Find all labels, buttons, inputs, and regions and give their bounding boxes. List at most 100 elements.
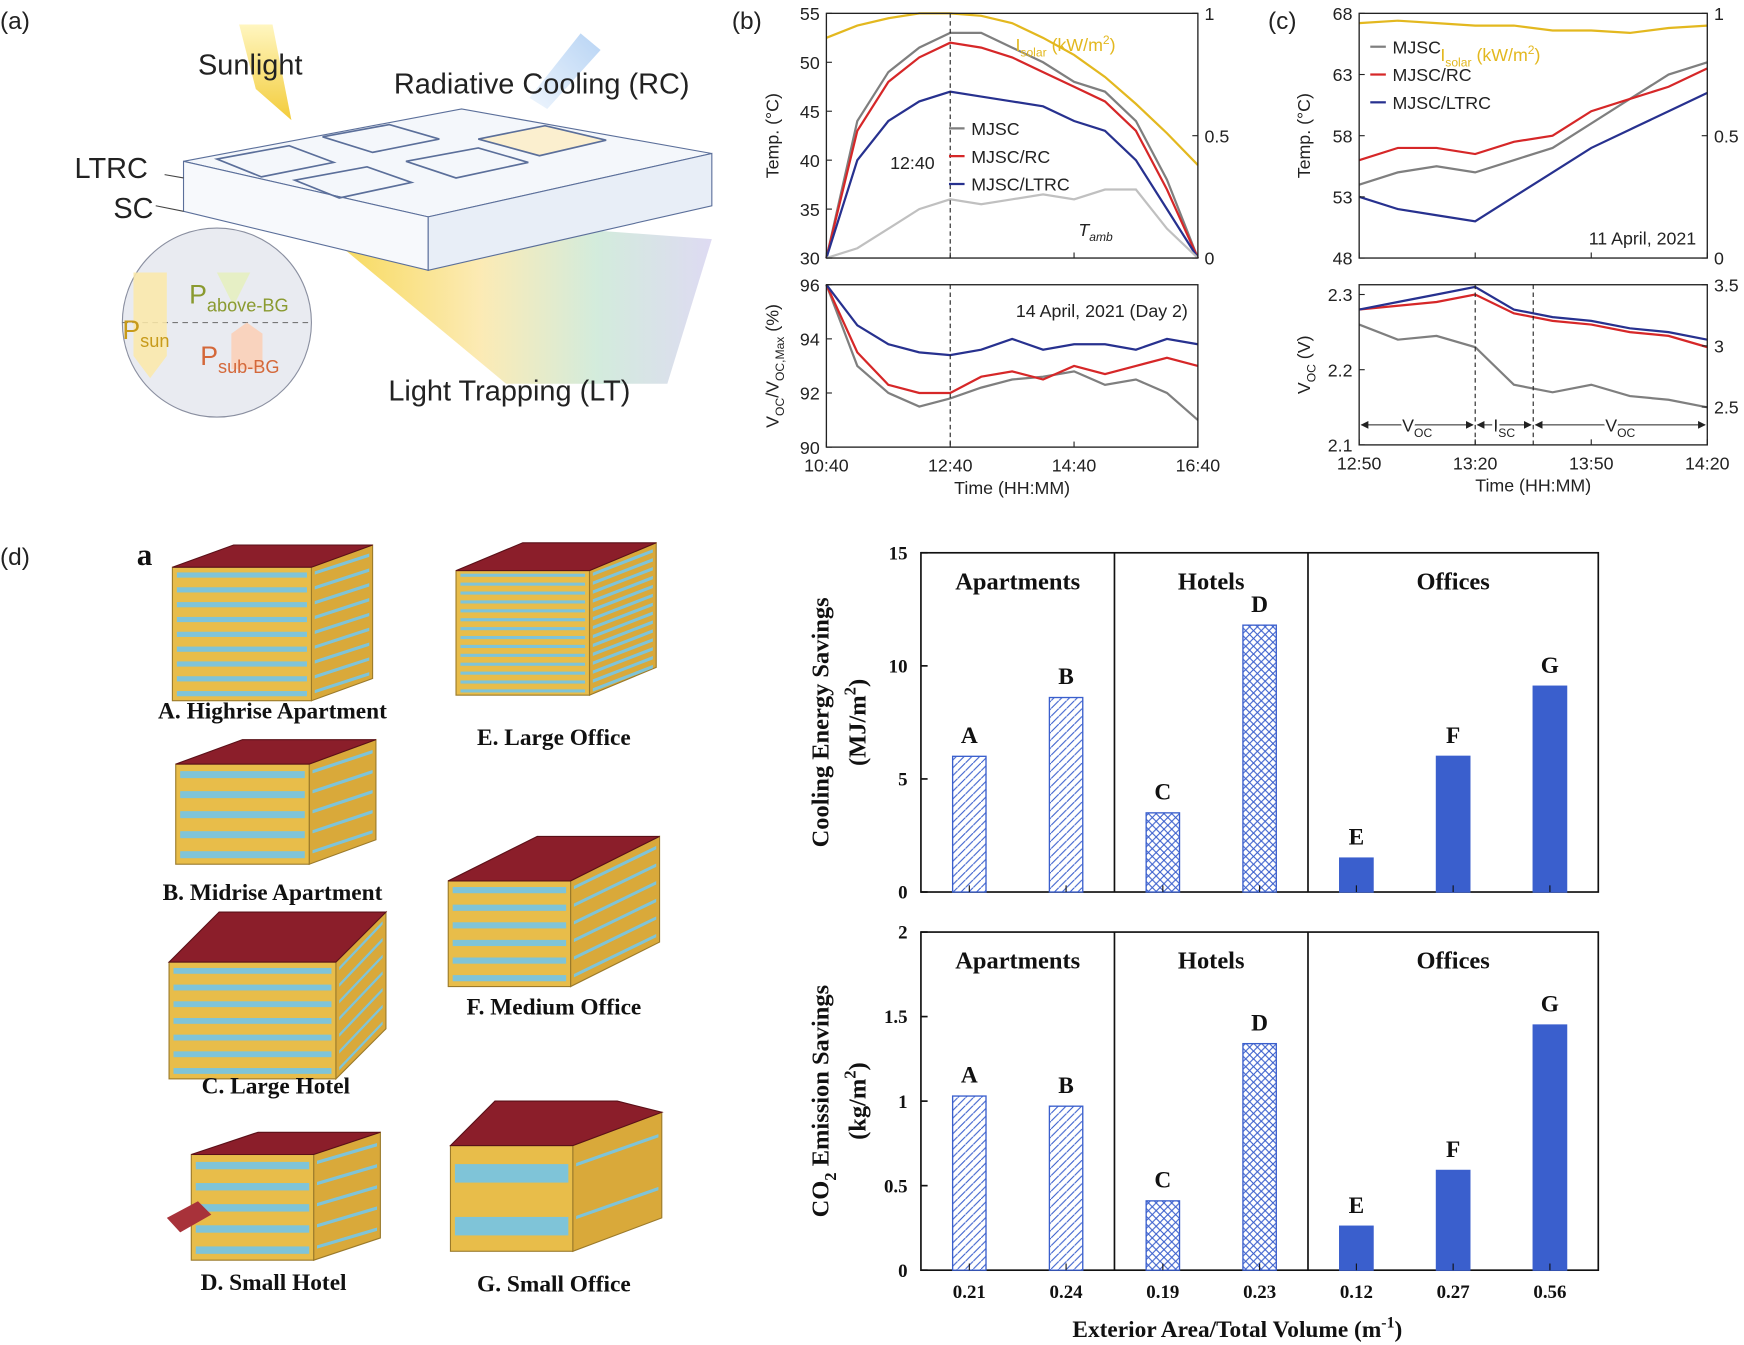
building-roof: [175, 739, 377, 765]
x-tick-label: 0.27: [1437, 1282, 1470, 1303]
y-tick-label: 2.3: [1328, 285, 1353, 305]
building-windows: [173, 1051, 332, 1058]
group-label: Offices: [1416, 568, 1489, 595]
y-tick-label: 2: [898, 923, 907, 944]
y-tick-label: 63: [1333, 65, 1353, 85]
building-windows: [576, 1134, 659, 1167]
building-windows: [314, 612, 370, 634]
building-windows: [339, 954, 383, 1004]
y-tick-label: 5: [898, 770, 907, 791]
building-windows: [592, 620, 653, 648]
series-line: [826, 188, 1199, 260]
y2-tick-label: 0: [1205, 249, 1215, 269]
x-tick-label: 12:50: [1337, 453, 1382, 473]
building-windows: [454, 1164, 569, 1183]
x-tick-label: 14:20: [1685, 453, 1730, 473]
diagram-art: [121, 24, 713, 418]
y-tick-label: 0.5: [884, 1176, 908, 1197]
bar-label: D: [1251, 1010, 1268, 1036]
building-windows: [592, 593, 653, 621]
building-windows: [460, 644, 586, 648]
building-windows: [339, 987, 383, 1037]
y-axis-label: VOC (V): [1294, 335, 1318, 394]
series-line: [1359, 19, 1708, 35]
building-windows: [452, 957, 567, 964]
y2-tick-label: 2.5: [1714, 398, 1739, 418]
series-line: [1358, 67, 1708, 162]
text-part: V: [763, 416, 783, 428]
building-windows: [173, 984, 332, 991]
building-windows: [314, 553, 370, 575]
bar: [951, 1095, 987, 1271]
building-windows: [576, 1186, 659, 1220]
bar-label: E: [1349, 1193, 1365, 1219]
bar-label: F: [1446, 1137, 1460, 1163]
building-label: E. Large Office: [477, 725, 631, 751]
building-windows: [592, 629, 653, 656]
bar-label: G: [1541, 992, 1559, 1018]
building-windows: [314, 627, 370, 649]
text-part: solar: [1445, 56, 1471, 70]
plot-frame: [825, 284, 1199, 448]
building-windows: [460, 635, 586, 640]
x-tick-label: 10:40: [804, 456, 849, 476]
text-part: OC: [1305, 364, 1319, 382]
building-windows: [592, 611, 653, 639]
series-line: [825, 31, 1199, 259]
legend-label: MJSC/RC: [971, 147, 1050, 167]
y-tick-label: 0: [898, 1261, 907, 1282]
building-windows: [195, 1225, 310, 1233]
building-roof: [455, 542, 657, 572]
building-windows: [314, 583, 370, 605]
building-windows: [314, 642, 370, 664]
text-part: CO: [808, 1181, 835, 1218]
building-windows: [573, 916, 657, 960]
building-windows: [312, 749, 373, 774]
text-part: V: [1605, 416, 1617, 436]
building-windows: [312, 790, 373, 814]
text-part: I: [1015, 35, 1020, 55]
y-tick-label: 94: [800, 330, 820, 350]
building-windows: [452, 939, 567, 947]
building-windows: [592, 575, 653, 603]
building-windows: [180, 831, 305, 839]
bar: [951, 755, 987, 893]
reference-label: 12:40: [890, 153, 935, 173]
text-part: (kW/m: [1472, 45, 1528, 65]
bar: [1145, 812, 1181, 893]
building-windows: [180, 811, 305, 819]
x-tick-label: 0.21: [953, 1282, 986, 1303]
building-windows: [314, 672, 370, 694]
building-windows: [316, 1206, 378, 1228]
phase-label: VOC: [1605, 416, 1635, 440]
panel-sublabel: a: [137, 537, 153, 572]
building-windows: [176, 616, 307, 623]
building-windows: [316, 1185, 378, 1207]
group-label: Offices: [1416, 948, 1489, 975]
figure-content: (a) (b) (c) (d) Sunlight Radiative Cooling (R…: [0, 4, 1739, 1343]
annotation: 11 April, 2021: [1589, 229, 1697, 249]
x-tick-label: 0.24: [1050, 1282, 1084, 1303]
text-part: OC: [773, 398, 787, 416]
building-windows: [195, 1161, 310, 1170]
building-windows: [180, 791, 305, 799]
group-label: Apartments: [955, 948, 1080, 975]
y-tick-label: 55: [800, 4, 820, 24]
text-part: /V: [763, 381, 783, 398]
text-part: -1: [1381, 1315, 1394, 1332]
building-label: D. Small Hotel: [201, 1270, 347, 1296]
building-windows: [460, 689, 586, 693]
text-part: OC: [1617, 426, 1635, 440]
x-axis-label: Time (HH:MM): [1475, 476, 1591, 496]
x-axis-label: Time (HH:MM): [954, 478, 1070, 498]
series-label: Tamb: [1078, 220, 1113, 244]
text-part: Emission Savings: [808, 985, 835, 1173]
text-part: V: [1402, 416, 1414, 436]
building-windows: [176, 676, 307, 682]
y-axis-label: Temp. (°C): [763, 93, 783, 178]
text-part: 2: [1103, 33, 1110, 47]
diagram-label: Psub-BG: [200, 341, 279, 377]
bar-label: C: [1154, 780, 1171, 806]
text-part: ): [1535, 45, 1541, 65]
